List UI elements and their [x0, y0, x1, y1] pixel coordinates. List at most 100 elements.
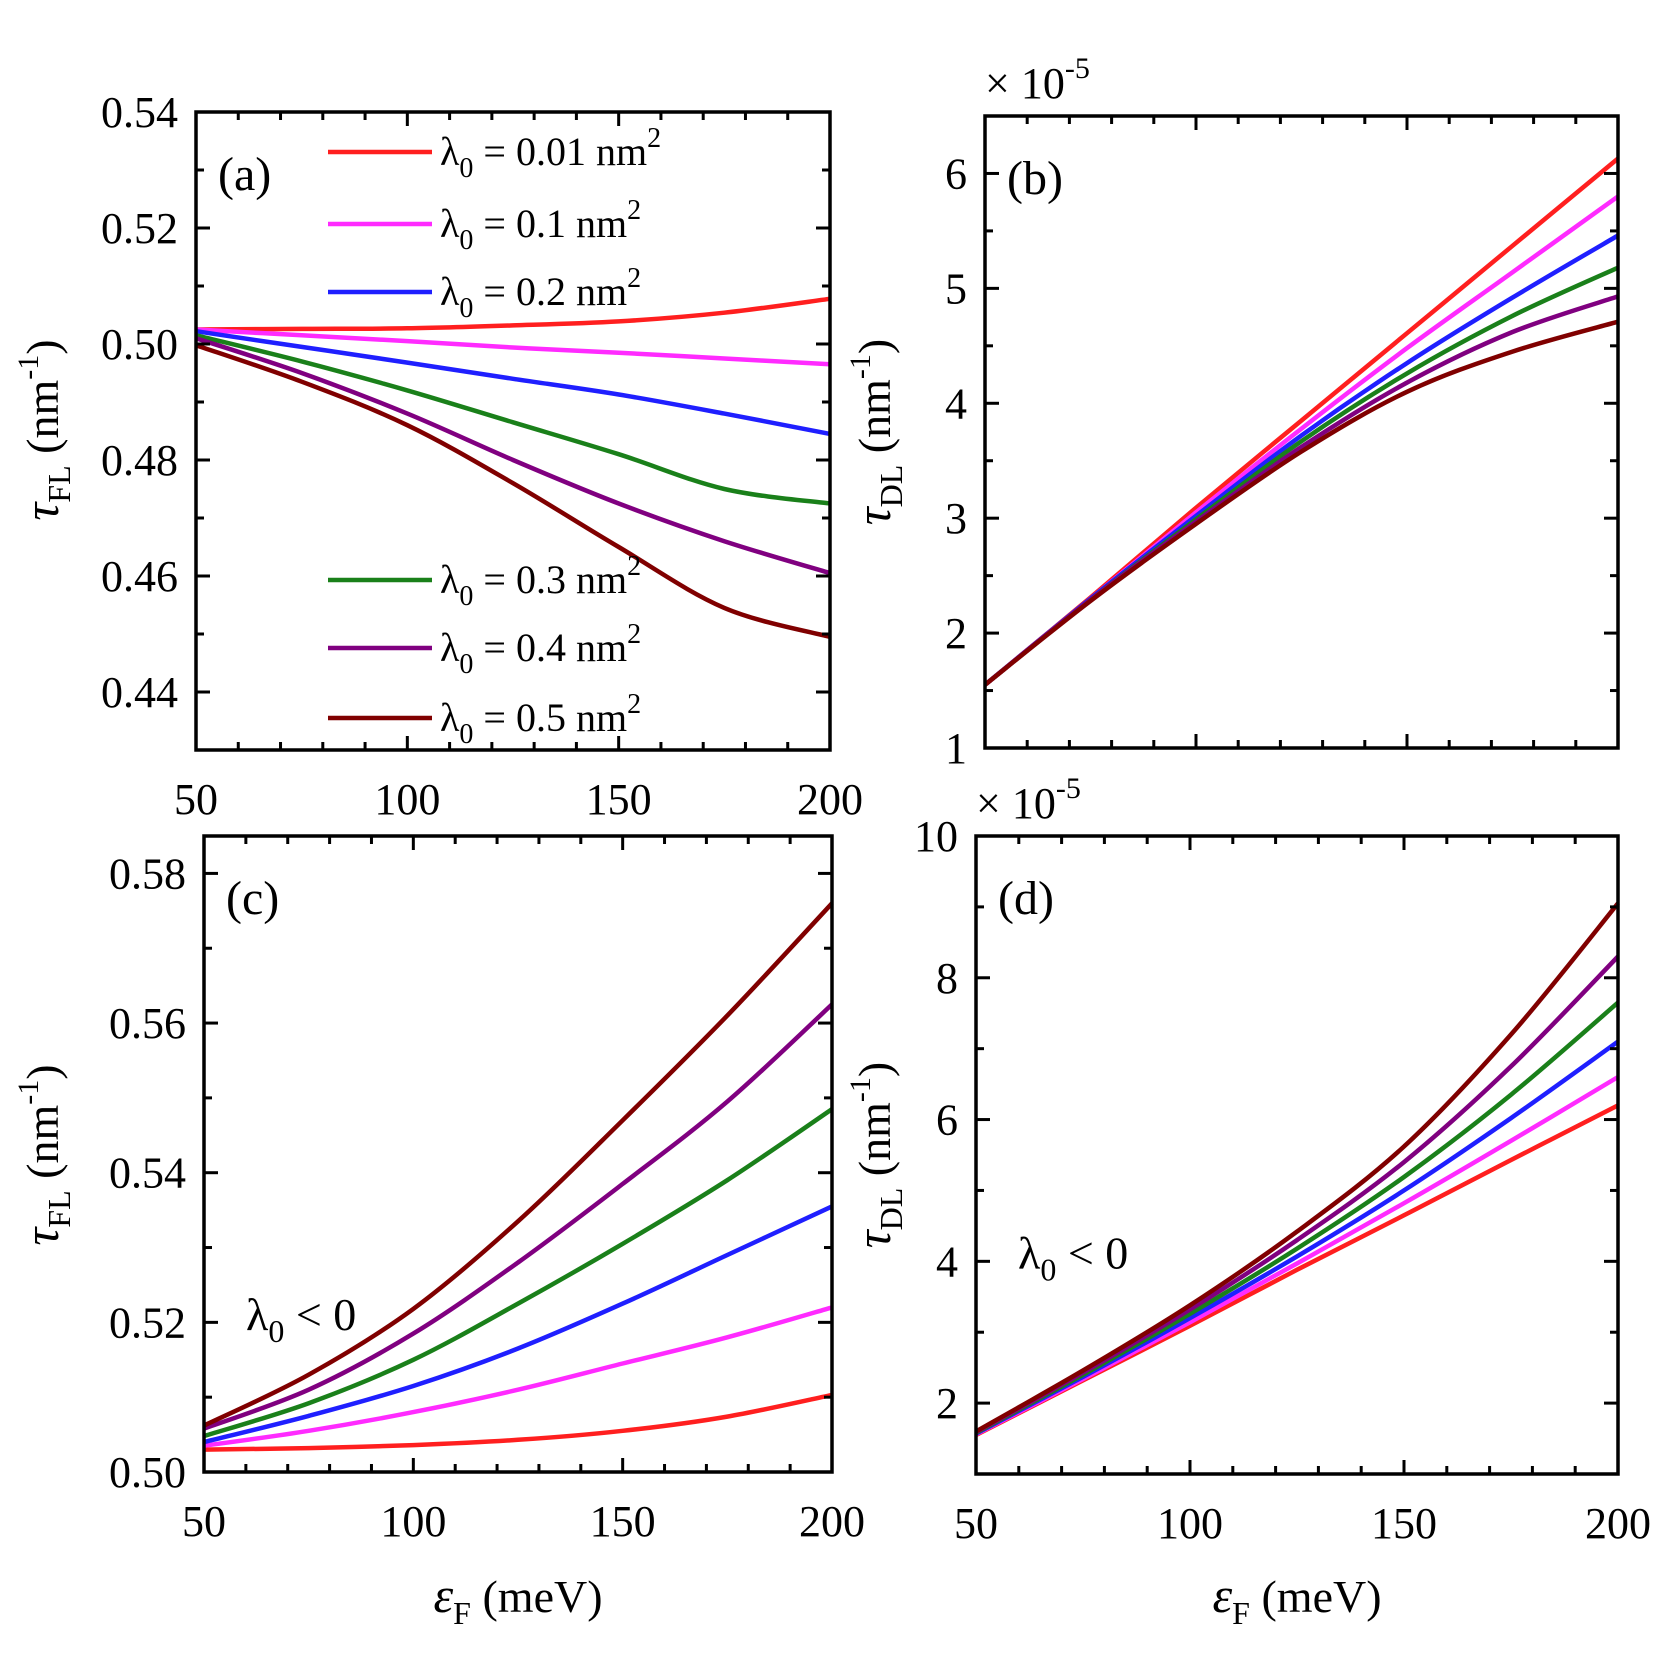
y-tick-label: 10: [914, 812, 958, 861]
axis-multiplier-base: × 10: [976, 779, 1056, 828]
annotation-subscript: 0: [1040, 1251, 1056, 1287]
y-axis-title-b-symbol: τ: [845, 505, 901, 525]
y-tick-label: 0.48: [101, 436, 178, 485]
x-tick-label: 100: [380, 1497, 446, 1546]
annotation-value: < 0: [284, 1289, 356, 1340]
y-tick-label: 1: [945, 724, 967, 773]
legend-label-0.3-value: = 0.3 nm: [473, 557, 627, 602]
panel-label: (d): [998, 872, 1054, 925]
series-line-0.2: [983, 233, 1620, 687]
series-line-0.3: [195, 333, 831, 506]
y-tick-label: 0.56: [109, 999, 186, 1048]
y-axis-title-a-unit: (nm: [17, 380, 68, 466]
y-tick-label: 0.44: [101, 668, 178, 717]
x-axis-title-c-unit: (meV): [471, 1571, 603, 1622]
y-tick-label: 0.52: [101, 204, 178, 253]
y-axis-title-c-symbol: τ: [13, 1226, 69, 1246]
x-tick-label: 150: [590, 1497, 656, 1546]
legend-label-0.3: λ0 = 0.3 nm2: [440, 551, 641, 612]
x-axis-title-c: εF (meV): [433, 1567, 602, 1631]
y-tick-label: 0.50: [101, 320, 178, 369]
legend-label-0.3-subscript: 0: [459, 581, 473, 612]
legend-label-0.01-value: = 0.01 nm: [473, 129, 647, 174]
legend-label-0.4-superscript: 2: [627, 619, 641, 650]
y-axis-title-c: τFL (nm-1): [12, 1064, 77, 1245]
legend-label-0.01: λ0 = 0.01 nm2: [440, 123, 661, 184]
y-tick-label: 3: [945, 494, 967, 543]
x-tick-label: 150: [586, 775, 652, 824]
y-tick-label: 5: [945, 264, 967, 313]
legend-label-0.5-value: = 0.5 nm: [473, 695, 627, 740]
x-axis-title-d: εF (meV): [1212, 1567, 1381, 1631]
panel-label: (c): [226, 872, 279, 925]
x-tick-label: 200: [1585, 1499, 1651, 1548]
legend-label-0.1-value: = 0.1 nm: [473, 201, 627, 246]
y-tick-label: 6: [936, 1096, 958, 1145]
series-line-0.5: [195, 343, 831, 640]
legend-label-0.01-lambda: λ: [440, 129, 460, 174]
y-axis-title-d: τDL (nm-1): [844, 1062, 909, 1249]
panel-d: 50 100 150 200 2 4 6 8 10 (d) × 10-5 λ0 < 0: [914, 772, 1651, 1548]
x-tick-label: 50: [174, 775, 218, 824]
axis-multiplier-exponent: -5: [1065, 52, 1090, 85]
series-line-0.1: [203, 1305, 833, 1449]
y-axis-title-b-unit-close: ): [849, 339, 900, 354]
legend-label-0.1-lambda: λ: [440, 201, 460, 246]
series-line-0.01: [203, 1392, 833, 1452]
y-tick-label: 2: [945, 609, 967, 658]
panel-label: (a): [218, 148, 271, 201]
series-line-0.5: [203, 901, 834, 1428]
y-axis-title-a-unit-close: ): [17, 339, 68, 354]
series-line-0.4: [203, 1002, 834, 1431]
legend-label-0.5: λ0 = 0.5 nm2: [440, 689, 641, 750]
plot-frame: [974, 834, 1620, 1476]
legend-label-0.4-subscript: 0: [459, 649, 473, 680]
annotation-subscript: 0: [268, 1313, 284, 1349]
series-line-0.1: [195, 327, 831, 367]
legend-label-0.5-lambda: λ: [440, 695, 460, 740]
plot-frame: [983, 114, 1620, 750]
x-tick-label: 200: [797, 775, 863, 824]
y-tick-label: 0.50: [109, 1448, 186, 1497]
x-tick-label: 100: [1157, 1499, 1223, 1548]
x-axis-title-d-subscript: F: [1232, 1595, 1250, 1631]
y-axis-title-d-unit-exponent: -1: [844, 1077, 877, 1102]
panel-label: (b): [1007, 152, 1063, 205]
y-axis-title-c-unit-exponent: -1: [12, 1080, 45, 1105]
x-tick-label: 50: [182, 1497, 226, 1546]
y-tick-label: 0.54: [101, 88, 178, 137]
x-tick-label: 100: [374, 775, 440, 824]
x-tick-label: 150: [1371, 1499, 1437, 1548]
legend-label-0.2: λ0 = 0.2 nm2: [440, 263, 641, 324]
y-axis-title-b-subscript: DL: [873, 465, 909, 508]
x-tick-label: 50: [954, 1499, 998, 1548]
legend-label-0.1-superscript: 2: [627, 195, 641, 226]
y-axis-title-b: τDL (nm-1): [844, 339, 909, 526]
legend-label-0.01-superscript: 2: [647, 123, 661, 154]
annotation-lambda: λ: [1018, 1227, 1041, 1278]
y-tick-label: 6: [945, 149, 967, 198]
panel-c: 50 100 150 200 0.50 0.52 0.54 0.56 0.58 (c) λ0 < 0: [109, 834, 865, 1546]
axis-multiplier-base: × 10: [985, 59, 1065, 108]
legend-label-0.1-subscript: 0: [459, 225, 473, 256]
x-tick-label: 200: [799, 1497, 865, 1546]
legend-label-0.2-lambda: λ: [440, 269, 460, 314]
legend-label-0.5-superscript: 2: [627, 689, 641, 720]
y-axis-title-b-unit-exponent: -1: [844, 354, 877, 379]
series-line-0.5: [983, 319, 1619, 687]
y-axis-title-b-unit: (nm: [849, 379, 900, 465]
annotation-label: λ0 < 0: [246, 1289, 356, 1349]
annotation-lambda: λ: [246, 1289, 269, 1340]
axis-multiplier: × 10-5: [976, 772, 1081, 828]
y-axis-title-c-unit: (nm: [17, 1105, 68, 1191]
y-tick-label: 0.46: [101, 552, 178, 601]
x-axis-title-c-symbol: ε: [433, 1567, 453, 1623]
x-axis-title-c-subscript: F: [453, 1595, 471, 1631]
x-axis-title-d-symbol: ε: [1212, 1567, 1232, 1623]
axis-multiplier: × 10-5: [985, 52, 1090, 108]
y-tick-label: 0.54: [109, 1149, 186, 1198]
legend-label-0.2-superscript: 2: [627, 263, 641, 294]
series-line-0.3: [203, 1107, 834, 1439]
